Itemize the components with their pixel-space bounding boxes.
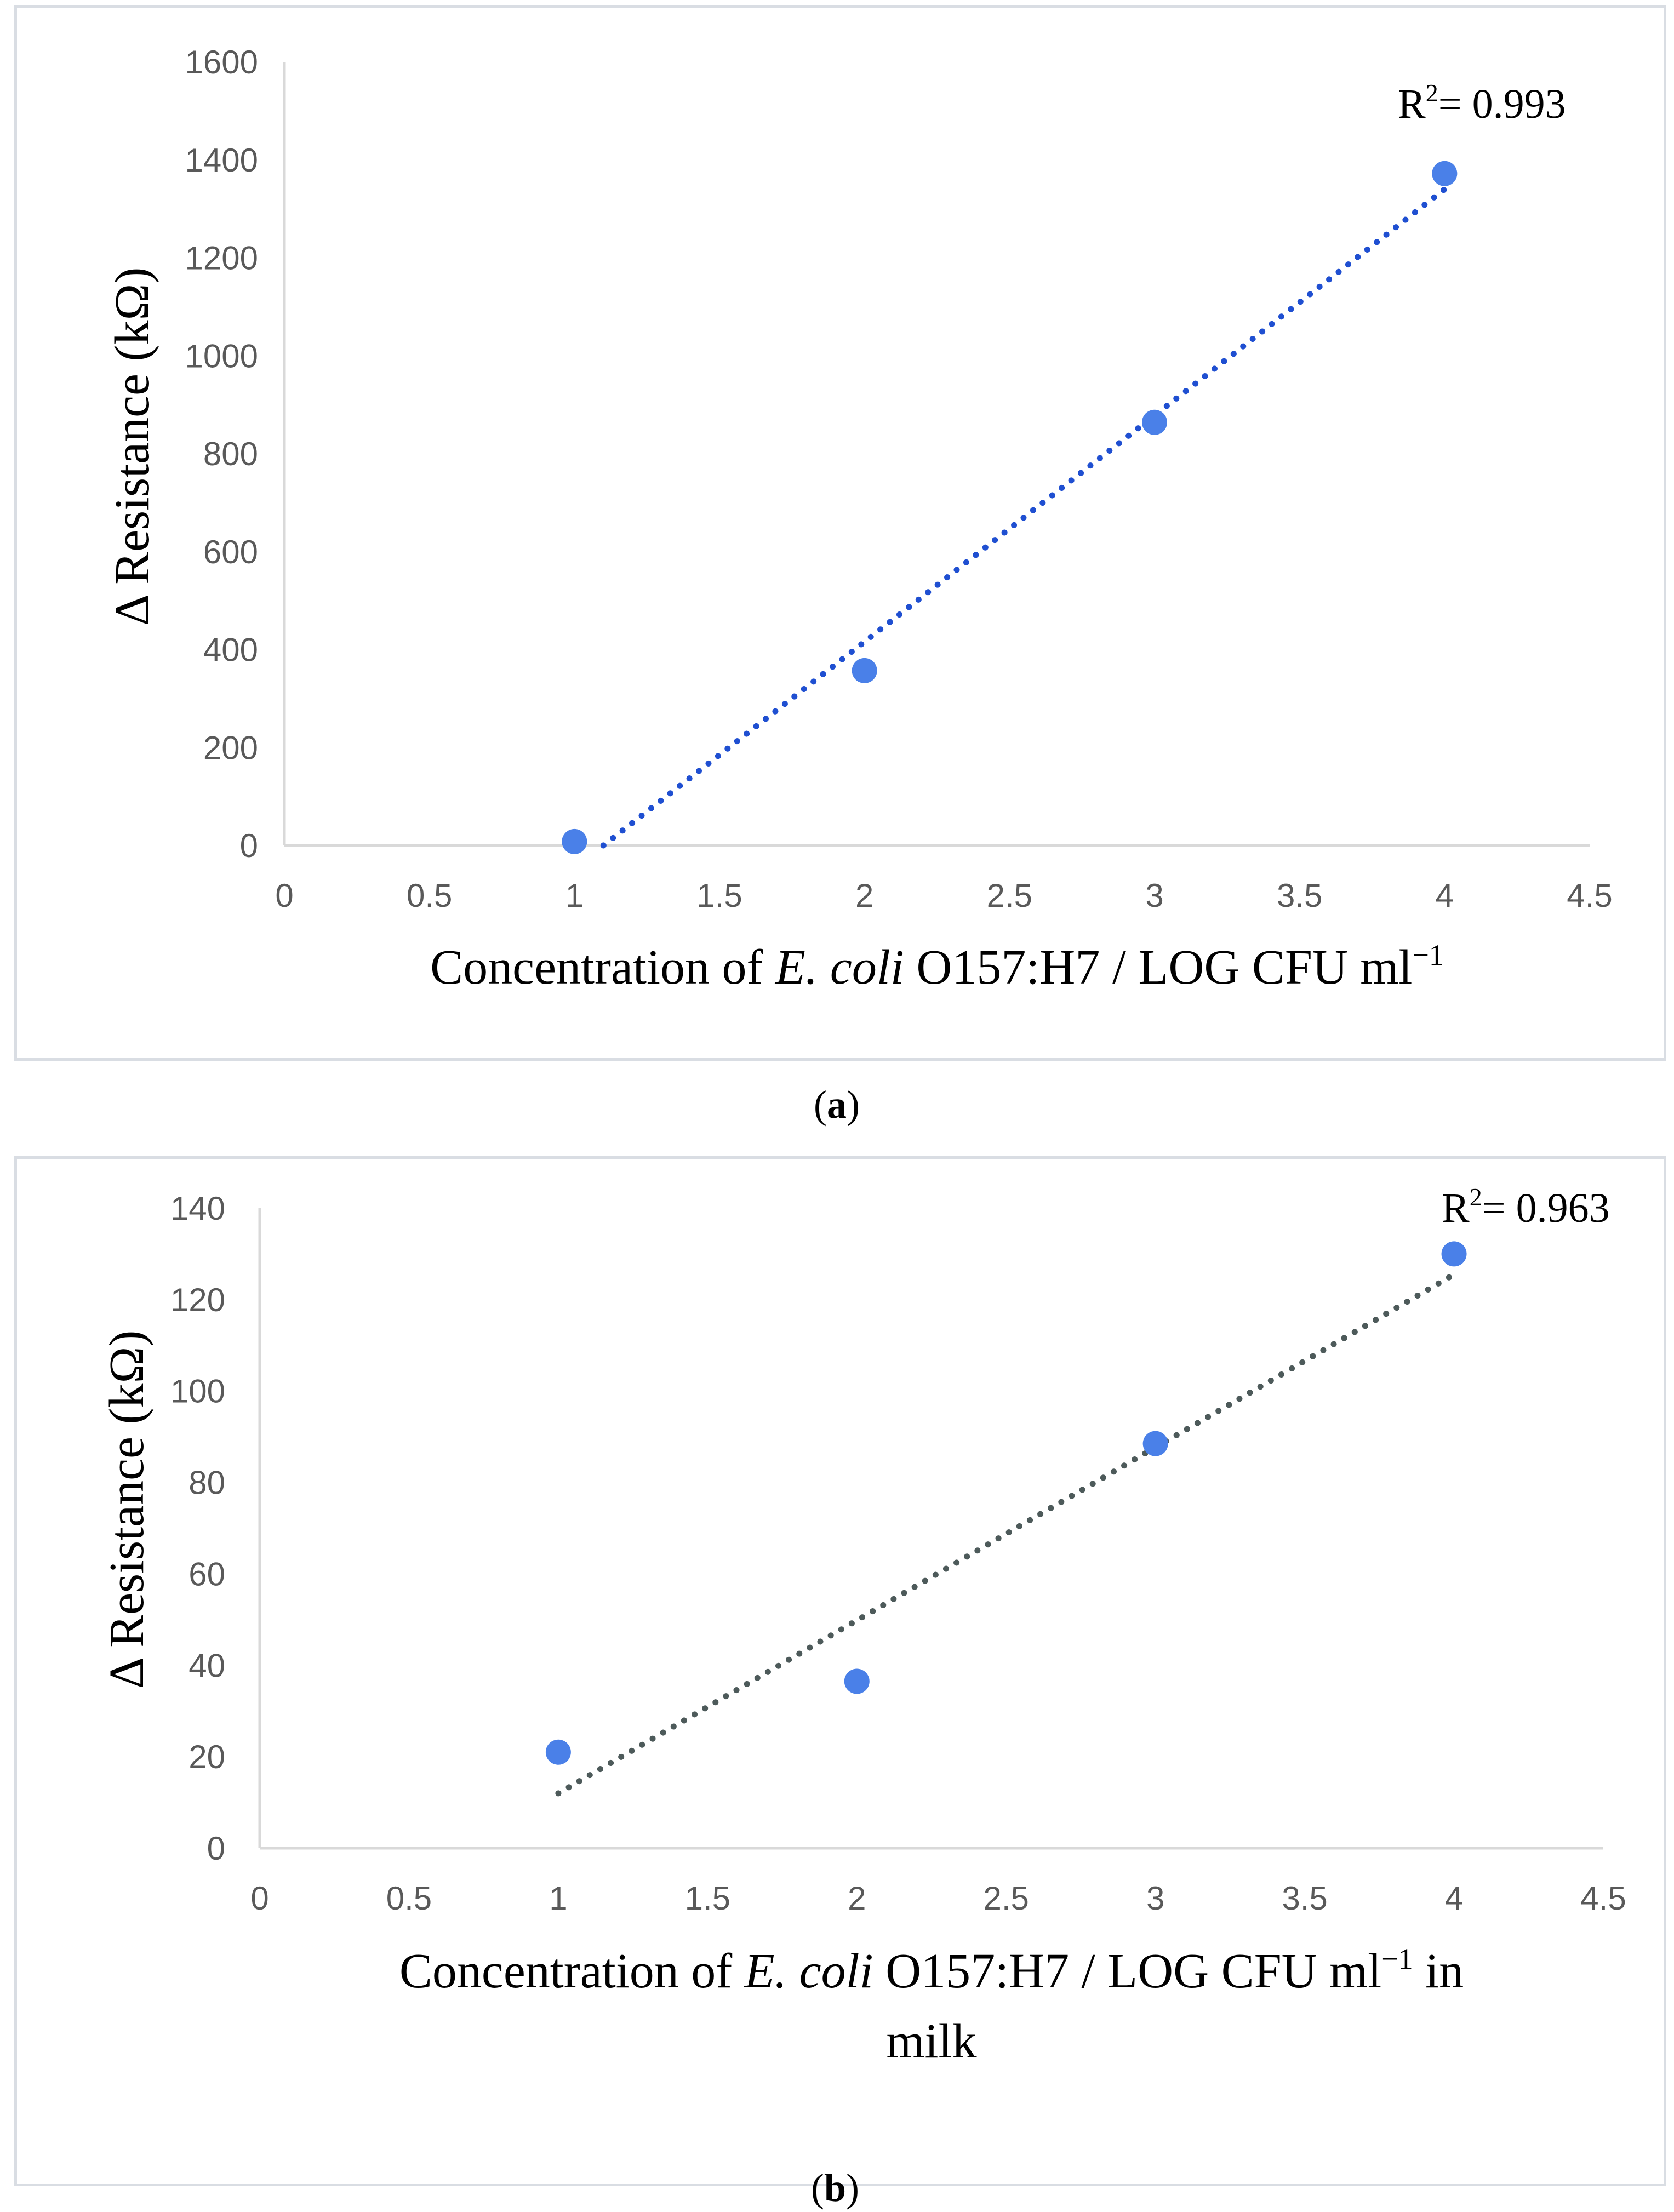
y-tick-label-b: 100	[170, 1373, 225, 1410]
x-axis-title-line2-b: milk	[886, 2014, 976, 2068]
caption-a-letter: a	[826, 1083, 847, 1127]
y-tick-label-a: 1400	[185, 142, 258, 179]
y-tick-label-a: 0	[240, 827, 258, 864]
x-tick-label-b: 2.5	[984, 1880, 1029, 1917]
x-tick-label-b: 3.5	[1282, 1880, 1327, 1917]
y-tick-label-b: 0	[207, 1830, 225, 1867]
y-tick-label-a: 1600	[185, 44, 258, 81]
x-tick-label-b: 3	[1146, 1880, 1164, 1917]
data-point-a	[852, 658, 877, 683]
caption-a: (a)	[814, 1083, 860, 1127]
chart-a: 0 200 400 600 800 1000 1200 1400 1600 0 0.5 1 1.5 2 2.…	[105, 44, 1613, 994]
y-tick-label-b: 120	[170, 1282, 225, 1318]
data-point-b	[1441, 1241, 1467, 1267]
x-tick-label-b: 4.5	[1580, 1880, 1626, 1917]
trendline-b	[555, 1271, 1458, 1797]
x-tick-label-b: 1	[549, 1880, 567, 1917]
x-tick-label-b: 4	[1445, 1880, 1463, 1917]
y-tick-label-b: 140	[170, 1190, 225, 1227]
y-axis-title-a: Δ Resistance (kΩ)	[105, 267, 159, 626]
caption-b-letter: b	[824, 2166, 847, 2210]
data-point-b	[844, 1668, 870, 1694]
chart-panel-a: 0 200 400 600 800 1000 1200 1400 1600 0 0.5 1 1.5 2 2.…	[14, 5, 1666, 1061]
data-point-b	[545, 1739, 571, 1765]
x-tick-label-a: 3	[1145, 877, 1163, 914]
chart-panel-b: 0 20 40 60 80 100 120 140 0 0.5 1 1.5 2 2.5 3 3.5 4 4.5 R2…	[14, 1156, 1666, 2186]
x-tick-label-a: 2.5	[987, 877, 1032, 914]
x-tick-label-b: 0.5	[386, 1880, 432, 1917]
data-point-a	[1432, 161, 1458, 186]
y-tick-label-a: 200	[203, 729, 258, 766]
x-tick-label-a: 3.5	[1277, 877, 1322, 914]
y-tick-label-b: 80	[188, 1465, 225, 1501]
x-tick-label-a: 4	[1436, 877, 1454, 914]
trendline-a	[600, 186, 1448, 849]
x-tick-label-a: 4.5	[1567, 877, 1612, 914]
data-point-a	[1142, 409, 1167, 435]
chart-b: 0 20 40 60 80 100 120 140 0 0.5 1 1.5 2 2.5 3 3.5 4 4.5 R2…	[100, 1183, 1626, 2068]
x-axis-title-a: Concentration of E. coli O157:H7 / LOG C…	[430, 939, 1444, 994]
caption-b: (b)	[811, 2166, 860, 2210]
x-tick-label-a: 1	[565, 877, 584, 914]
y-tick-label-b: 60	[188, 1556, 225, 1592]
data-point-a	[562, 828, 587, 854]
x-tick-label-b: 1.5	[685, 1880, 730, 1917]
r-squared-label-a: R2= 0.993	[1398, 79, 1566, 127]
x-tick-label-a: 0	[275, 877, 293, 914]
y-tick-label-a: 1000	[185, 338, 258, 374]
y-tick-label-a: 400	[203, 632, 258, 668]
data-point-b	[1142, 1431, 1168, 1456]
y-tick-label-a: 800	[203, 436, 258, 472]
r-squared-label-b: R2= 0.963	[1442, 1183, 1610, 1231]
y-tick-label-a: 1200	[185, 240, 258, 277]
x-tick-label-b: 0	[250, 1880, 268, 1917]
y-axis-title-b: Δ Resistance (kΩ)	[100, 1330, 154, 1689]
x-tick-label-a: 0.5	[407, 877, 452, 914]
x-tick-label-a: 2	[855, 877, 873, 914]
y-tick-label-b: 20	[188, 1739, 225, 1775]
y-tick-label-a: 600	[203, 534, 258, 570]
x-axis-title-b: Concentration of E. coli O157:H7 / LOG C…	[399, 1942, 1464, 1998]
y-tick-label-b: 40	[188, 1647, 225, 1684]
x-tick-label-b: 2	[848, 1880, 866, 1917]
x-tick-label-a: 1.5	[696, 877, 742, 914]
